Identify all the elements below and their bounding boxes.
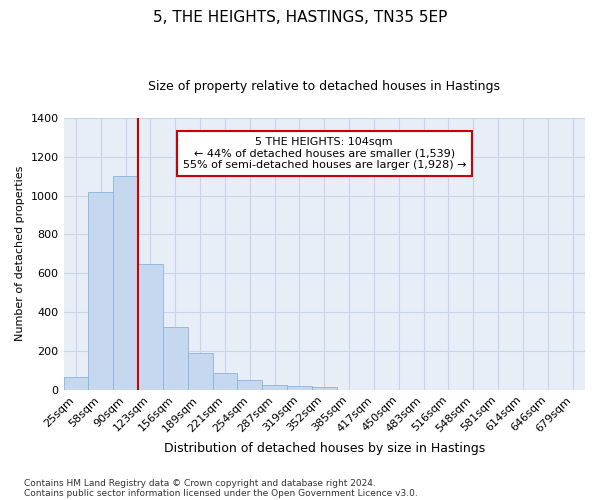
Text: 5 THE HEIGHTS: 104sqm
← 44% of detached houses are smaller (1,539)
55% of semi-d: 5 THE HEIGHTS: 104sqm ← 44% of detached … bbox=[182, 137, 466, 170]
Bar bbox=[163, 326, 188, 390]
Text: Contains public sector information licensed under the Open Government Licence v3: Contains public sector information licen… bbox=[24, 488, 418, 498]
X-axis label: Distribution of detached houses by size in Hastings: Distribution of detached houses by size … bbox=[164, 442, 485, 455]
Y-axis label: Number of detached properties: Number of detached properties bbox=[15, 166, 25, 342]
Bar bbox=[113, 176, 138, 390]
Text: Contains HM Land Registry data © Crown copyright and database right 2024.: Contains HM Land Registry data © Crown c… bbox=[24, 478, 376, 488]
Bar bbox=[212, 372, 238, 390]
Bar bbox=[312, 387, 337, 390]
Bar bbox=[64, 377, 88, 390]
Bar bbox=[188, 353, 212, 390]
Bar bbox=[88, 192, 113, 390]
Bar bbox=[287, 386, 312, 390]
Bar bbox=[238, 380, 262, 390]
Bar bbox=[138, 264, 163, 390]
Text: 5, THE HEIGHTS, HASTINGS, TN35 5EP: 5, THE HEIGHTS, HASTINGS, TN35 5EP bbox=[153, 10, 447, 25]
Title: Size of property relative to detached houses in Hastings: Size of property relative to detached ho… bbox=[148, 80, 500, 93]
Bar bbox=[262, 385, 287, 390]
